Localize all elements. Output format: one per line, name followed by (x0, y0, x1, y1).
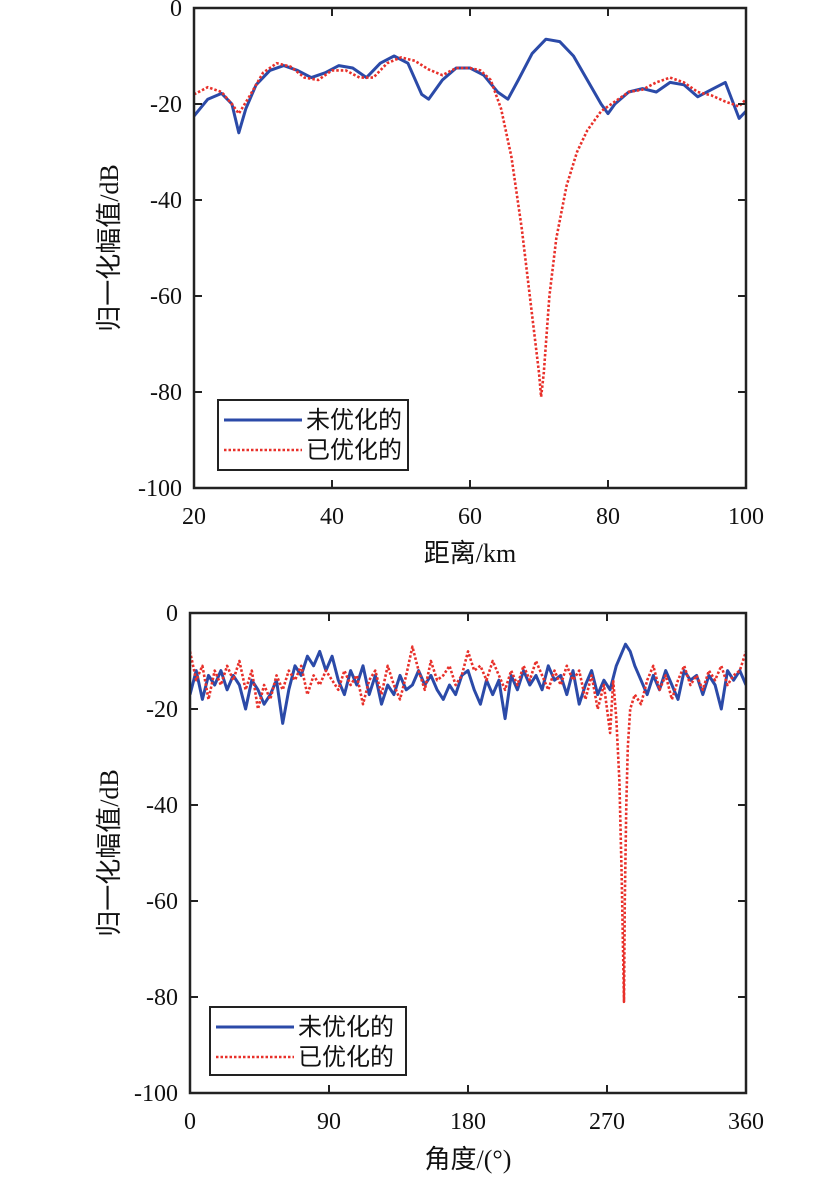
x-tick-label: 180 (450, 1109, 486, 1135)
x-axis-label: 距离/km (424, 539, 516, 568)
y-axis-label: 归一化幅值/dB (95, 769, 124, 937)
y-tick-label: -100 (134, 1081, 178, 1107)
angle-chart: 0 90 180 270 360 0 -20 -40 -60 -80 -100 角度/(°) 归一化幅值… (95, 601, 764, 1174)
y-tick-label: -20 (146, 697, 178, 723)
y-tick-label: -20 (150, 92, 182, 118)
x-tick-label: 100 (728, 504, 764, 530)
legend-label: 已优化的 (298, 1043, 394, 1071)
y-tick-label: 0 (170, 0, 182, 22)
legend-label: 未优化的 (306, 406, 402, 434)
series-line-unoptimized (194, 37, 746, 135)
y-tick-label: 0 (166, 601, 178, 627)
legend-label: 已优化的 (306, 436, 402, 464)
y-tick-label: -100 (138, 476, 182, 502)
x-tick-label: 0 (184, 1109, 196, 1135)
x-tick-label: 80 (596, 504, 620, 530)
series-line-optimized (190, 645, 746, 1004)
series-line-optimized (194, 56, 746, 399)
x-tick-label: 60 (458, 504, 482, 530)
y-tick-label: -40 (146, 793, 178, 819)
legend-label: 未优化的 (298, 1013, 394, 1041)
x-tick-label: 90 (317, 1109, 341, 1135)
series-line-unoptimized (190, 642, 746, 725)
y-tick-label: -80 (146, 985, 178, 1011)
distance-chart: 20 40 60 80 100 0 -20 -40 -60 -80 -100 距离/km 归一化幅值/d… (95, 0, 764, 568)
x-tick-label: 40 (320, 504, 344, 530)
y-axis-label: 归一化幅值/dB (95, 164, 124, 332)
y-tick-label: -60 (146, 889, 178, 915)
y-tick-label: -60 (150, 284, 182, 310)
x-axis-label: 角度/(°) (425, 1145, 512, 1174)
y-tick-label: -80 (150, 380, 182, 406)
x-tick-label: 270 (589, 1109, 625, 1135)
y-tick-label: -40 (150, 188, 182, 214)
x-tick-label: 20 (182, 504, 206, 530)
x-tick-label: 360 (728, 1109, 764, 1135)
